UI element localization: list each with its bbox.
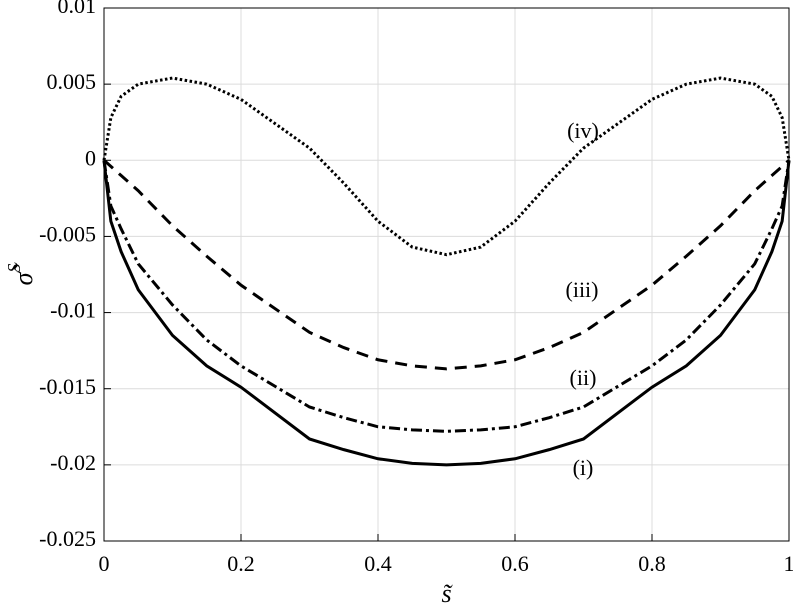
- series-label: (iii): [566, 277, 599, 302]
- y-tick-label: -0.01: [50, 298, 96, 323]
- y-tick-label: 0.01: [58, 0, 97, 18]
- x-tick-label: 1: [784, 551, 793, 576]
- y-tick-label: -0.005: [39, 221, 96, 246]
- y-tick-label: -0.025: [39, 526, 96, 551]
- line-series: [102, 76, 791, 257]
- series-label: (iv): [567, 118, 599, 143]
- y-axis-label-superscript: S: [4, 264, 24, 273]
- series-label: (i): [573, 455, 594, 480]
- x-tick-label: 0.8: [638, 551, 666, 576]
- x-axis-label: s̃: [441, 579, 453, 608]
- line-series: [102, 160, 791, 467]
- y-tick-label: -0.015: [39, 374, 96, 399]
- x-tick-label: 0.4: [364, 551, 392, 576]
- x-tick-label: 0.6: [501, 551, 529, 576]
- y-tick-label: 0.005: [47, 69, 97, 94]
- x-tick-label: 0: [99, 551, 110, 576]
- plot-frame: [103, 7, 790, 542]
- y-tick-label: -0.02: [50, 450, 96, 475]
- y-axis-label: σ̃S: [4, 262, 38, 286]
- line-series: [103, 159, 790, 371]
- line-series: [102, 160, 791, 433]
- y-tick-label: 0: [85, 145, 96, 170]
- series-label: (ii): [570, 365, 597, 390]
- x-tick-label: 0.2: [227, 551, 255, 576]
